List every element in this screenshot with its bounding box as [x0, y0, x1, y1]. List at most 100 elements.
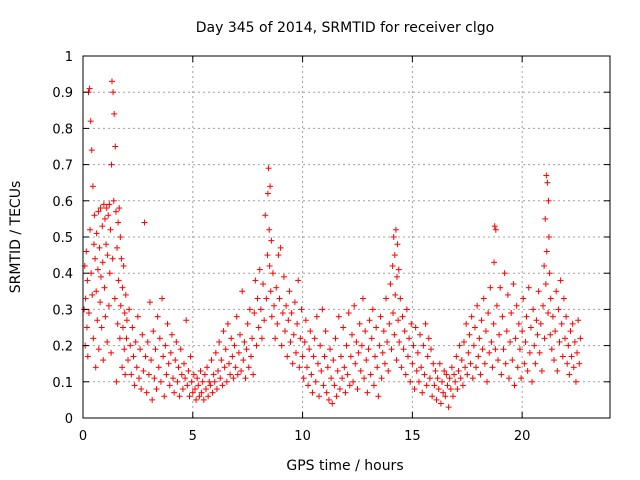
data-point	[238, 367, 245, 374]
data-point	[458, 357, 465, 364]
data-point	[312, 378, 319, 385]
data-point	[257, 306, 264, 313]
data-point	[571, 338, 578, 345]
data-point	[178, 371, 185, 378]
data-point	[234, 371, 241, 378]
data-point	[510, 281, 517, 288]
data-point	[419, 389, 426, 396]
data-point	[333, 393, 340, 400]
data-point	[338, 353, 345, 360]
data-point	[310, 353, 317, 360]
data-point	[120, 262, 127, 269]
data-point	[235, 349, 242, 356]
data-point	[523, 313, 530, 320]
data-point	[478, 317, 485, 324]
data-point	[395, 317, 402, 324]
data-point	[243, 346, 250, 353]
data-point	[467, 360, 474, 367]
axis-ticks: 00.10.20.30.40.50.60.70.80.910 5 10 15 20	[52, 50, 610, 444]
y-axis-title: SRMTID / TECUs	[8, 181, 24, 294]
data-point	[123, 335, 130, 342]
data-point	[220, 328, 227, 335]
data-point	[323, 389, 330, 396]
data-point	[195, 382, 202, 389]
data-point	[489, 364, 496, 371]
data-point	[331, 382, 338, 389]
data-point	[457, 375, 464, 382]
data-point	[311, 335, 318, 342]
data-point	[297, 335, 304, 342]
data-point	[420, 342, 427, 349]
data-point	[567, 328, 574, 335]
data-point	[152, 346, 159, 353]
data-point	[529, 378, 536, 385]
data-point	[575, 317, 582, 324]
data-point	[264, 190, 271, 197]
data-point	[464, 371, 471, 378]
data-point	[179, 386, 186, 393]
data-point	[501, 270, 508, 277]
data-point	[543, 172, 550, 179]
data-point	[101, 284, 108, 291]
x-axis-title: GPS time / hours	[286, 458, 403, 474]
data-point	[100, 357, 107, 364]
data-point	[421, 371, 428, 378]
data-point	[144, 338, 151, 345]
data-point	[213, 386, 220, 393]
data-point	[471, 324, 478, 331]
data-point	[226, 360, 233, 367]
data-point	[252, 277, 259, 284]
data-point	[485, 310, 492, 317]
data-point	[377, 313, 384, 320]
data-point	[503, 328, 510, 335]
data-point	[373, 324, 380, 331]
data-point	[499, 313, 506, 320]
data-point	[345, 310, 352, 317]
data-point	[268, 313, 275, 320]
data-point	[521, 360, 528, 367]
data-point	[372, 353, 379, 360]
data-point	[513, 302, 520, 309]
data-point	[428, 346, 435, 353]
data-point	[396, 338, 403, 345]
data-point	[556, 338, 563, 345]
data-point	[487, 284, 494, 291]
data-point	[272, 335, 279, 342]
data-point	[568, 353, 575, 360]
data-point	[391, 252, 398, 259]
data-point	[285, 317, 292, 324]
data-point	[149, 396, 156, 403]
data-point	[210, 371, 217, 378]
data-point	[88, 270, 95, 277]
data-points	[81, 78, 584, 411]
data-point	[355, 349, 362, 356]
data-point	[83, 248, 90, 255]
data-point	[138, 386, 145, 393]
data-point	[128, 371, 135, 378]
data-point	[108, 349, 115, 356]
x-tick-label: 15	[404, 429, 421, 444]
data-point	[121, 310, 128, 317]
data-point	[443, 371, 450, 378]
data-point	[554, 367, 561, 374]
data-point	[534, 331, 541, 338]
data-point	[170, 375, 177, 382]
data-point	[541, 262, 548, 269]
data-point	[362, 328, 369, 335]
data-point	[161, 393, 168, 400]
y-tick-label: 1	[65, 50, 73, 65]
data-point	[133, 364, 140, 371]
data-point	[199, 378, 206, 385]
data-point	[95, 208, 102, 215]
data-point	[354, 386, 361, 393]
data-point	[537, 320, 544, 327]
data-point	[336, 386, 343, 393]
data-point	[398, 364, 405, 371]
data-point	[363, 357, 370, 364]
data-point	[476, 335, 483, 342]
data-point	[569, 320, 576, 327]
data-point	[205, 393, 212, 400]
data-point	[211, 378, 218, 385]
data-point	[117, 234, 124, 240]
data-point	[256, 266, 263, 273]
